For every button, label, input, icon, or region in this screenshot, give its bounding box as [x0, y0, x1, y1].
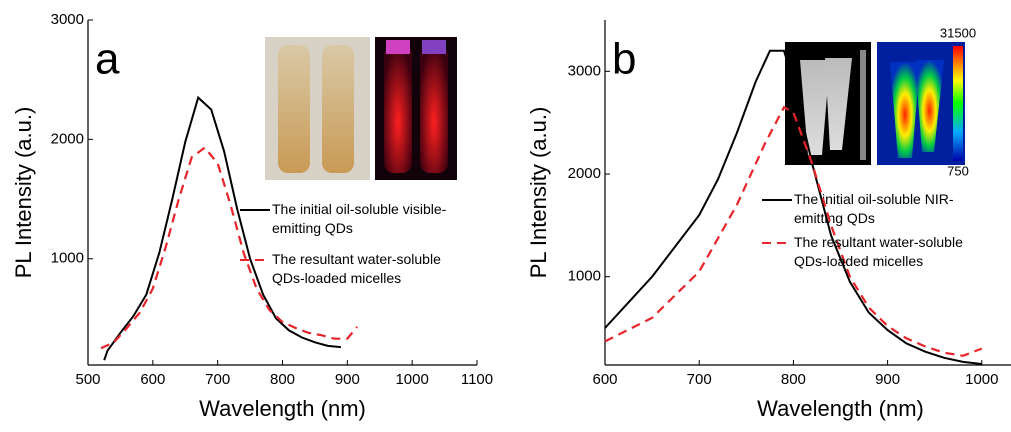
colorbar-label: 750: [947, 163, 969, 178]
series-line: [604, 105, 983, 357]
x-axis-title: Wavelength (nm): [199, 396, 366, 421]
x-tick-label: 500: [75, 371, 100, 388]
y-tick-label: 2000: [568, 165, 601, 182]
x-tick-label: 700: [205, 371, 230, 388]
y-tick-label: 3000: [51, 11, 84, 28]
y-tick-label: 1000: [568, 268, 601, 285]
x-tick-label: 800: [781, 371, 806, 388]
x-tick-label: 700: [687, 371, 712, 388]
series-line: [604, 49, 982, 365]
x-axis-title: Wavelength (nm): [757, 396, 924, 421]
inset-nir-image: [785, 42, 965, 165]
legend-entry: The initial oil-soluble visible-emitting…: [272, 201, 447, 236]
y-tick-label: 2000: [51, 130, 84, 147]
legend-entry: The resultant water-soluble QDs-loaded m…: [794, 234, 963, 269]
legend-label: The resultant water-soluble QDs-loaded m…: [794, 234, 963, 269]
x-tick-label: 900: [335, 371, 360, 388]
series-line: [100, 146, 358, 350]
y-axis-title: PL Intensity (a.u.): [11, 107, 36, 279]
y-tick-label: 3000: [568, 62, 601, 79]
colorbar-label: 31500: [940, 25, 976, 40]
legend-label: The initial oil-soluble visible-emitting…: [272, 201, 447, 236]
x-tick-label: 800: [270, 371, 295, 388]
legend-entry: The resultant water-soluble QDs-loaded m…: [272, 251, 441, 286]
x-tick-label: 600: [592, 371, 617, 388]
series-line: [103, 95, 341, 361]
panel-label: b: [612, 35, 636, 84]
y-tick-label: 1000: [51, 250, 84, 267]
x-tick-label: 1000: [395, 371, 428, 388]
x-tick-label: 900: [875, 371, 900, 388]
x-tick-label: 600: [140, 371, 165, 388]
panel-label: a: [95, 35, 120, 84]
legend-label: The initial oil-soluble NIR-emitting QDs: [794, 191, 954, 226]
legend-label: The resultant water-soluble QDs-loaded m…: [272, 251, 441, 286]
x-tick-label: 1100: [461, 371, 493, 388]
y-axis-title: PL Intensity (a.u.): [526, 107, 551, 279]
inset-photo: [265, 37, 457, 180]
legend-entry: The initial oil-soluble NIR-emitting QDs: [794, 191, 954, 226]
x-tick-label: 1000: [965, 371, 998, 388]
